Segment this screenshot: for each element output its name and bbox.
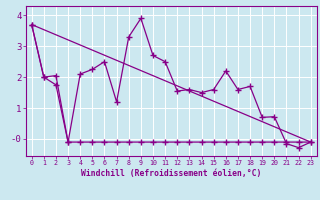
X-axis label: Windchill (Refroidissement éolien,°C): Windchill (Refroidissement éolien,°C) [81,169,261,178]
